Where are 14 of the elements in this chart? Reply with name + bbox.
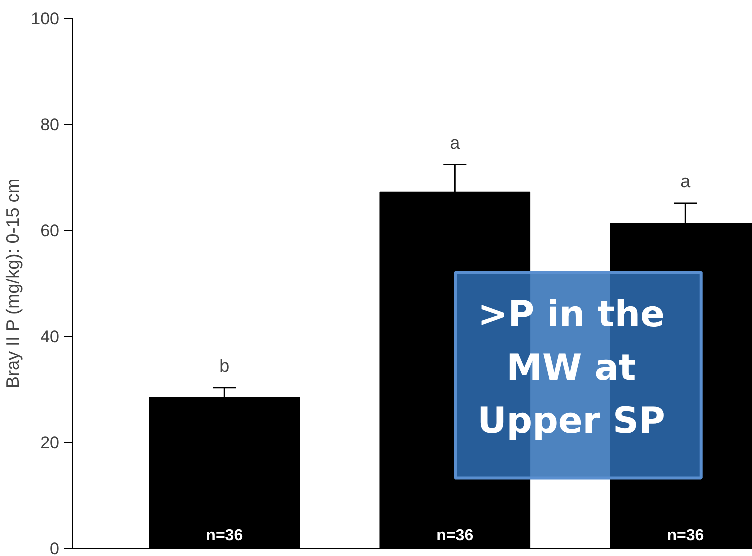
y-axis-title: Bray II P (mg/kg): 0-15 cm — [3, 178, 24, 389]
y-tick-label: 20 — [40, 434, 60, 452]
annotation: n=36 — [667, 528, 704, 544]
y-tick-label: 40 — [40, 328, 60, 346]
y-tick-label: 60 — [40, 222, 60, 240]
y-tick-label: 80 — [40, 116, 60, 134]
annotation: a — [680, 171, 692, 192]
y-tick-label: 100 — [31, 10, 60, 28]
y-tick-label: 0 — [50, 540, 60, 556]
annotation: >P in the MW at Upper SP — [478, 294, 666, 442]
annotation: n=36 — [206, 528, 244, 544]
annotation: b — [220, 356, 230, 376]
annotation: a — [450, 132, 462, 153]
annotation: n=36 — [436, 528, 474, 544]
